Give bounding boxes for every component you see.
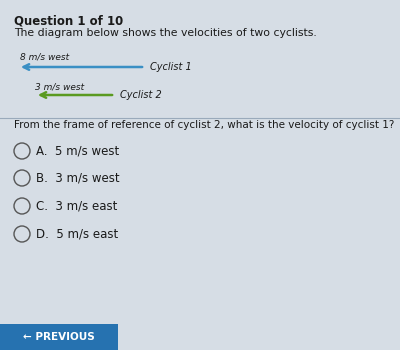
Text: From the frame of reference of cyclist 2, what is the velocity of cyclist 1?: From the frame of reference of cyclist 2… (0, 349, 1, 350)
Text: The diagram below shows the velocities of two cyclists.: The diagram below shows the velocities o… (14, 28, 317, 38)
Text: D.  5 m/s east: D. 5 m/s east (36, 228, 118, 240)
Text: 8 m/s west: 8 m/s west (20, 52, 69, 61)
Text: B.  3 m/s west: B. 3 m/s west (36, 172, 120, 184)
Text: Cyclist 2: Cyclist 2 (120, 90, 162, 100)
Text: Question 1 of 10: Question 1 of 10 (14, 15, 123, 28)
Text: Cyclist 1: Cyclist 1 (150, 62, 192, 72)
Text: ← PREVIOUS: ← PREVIOUS (23, 332, 95, 342)
Text: From the frame of reference of cyclist 2, what is the velocity of cyclist 1?: From the frame of reference of cyclist 2… (14, 120, 394, 130)
Text: 3 m/s west: 3 m/s west (35, 82, 84, 91)
Text: C.  3 m/s east: C. 3 m/s east (36, 199, 117, 212)
Text: A.  5 m/s west: A. 5 m/s west (36, 145, 119, 158)
FancyBboxPatch shape (0, 324, 118, 350)
